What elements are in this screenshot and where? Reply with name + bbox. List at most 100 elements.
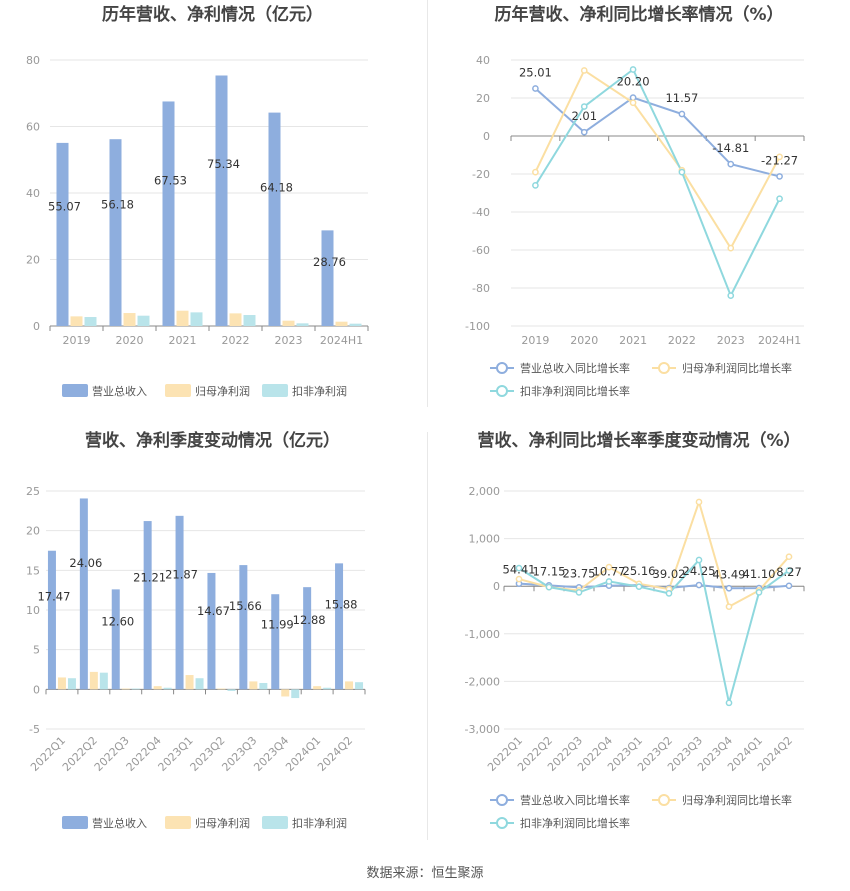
quarterly-growth-rate-chart: 营收、净利同比增长率季度变动情况（%） -3,000 -2,000 -1,000 0 1,… [428,425,850,845]
legend-swatch-marker [496,385,508,397]
line-data-label: 43.49 [713,567,746,581]
bar-series-1 [185,675,194,690]
line-point-0 [580,128,588,136]
bar-series-0 [143,521,152,690]
bar-series-2 [227,689,236,691]
line-point-1 [725,603,733,611]
bar-series-0 [321,230,334,326]
y-tick-label: 0 [33,683,40,696]
line-data-label: 41.10 [743,567,776,581]
bar-series-2 [131,688,140,690]
bar-series-2 [190,312,203,326]
bar-series-2 [355,682,364,690]
line-data-label: -21.27 [761,153,798,167]
bar-data-label: 21.87 [165,567,198,581]
data-source-note: 数据来源：恒生聚源 [366,866,484,881]
quarterly-revenue-profit-chart: 营收、净利季度变动情况（亿元） -5 0 5 10 15 20 25 2022Q1 2022Q2 2… [0,425,425,845]
bar-data-label: 12.60 [101,614,134,628]
annual-revenue-profit-chart: 历年营收、净利情况（亿元） 0 20 40 60 80 2019 2020 2021 2022 20… [0,0,425,410]
bar-series-1 [229,313,242,326]
legend-swatch [262,384,288,397]
chart-svg: 营收、净利季度变动情况（亿元）-505101520252022Q12022Q22… [26,430,366,830]
bar-series-2 [296,323,309,326]
x-tick-label: 2024Q2 [315,734,355,774]
bar-series-0 [335,563,344,690]
y-tick-label: 5 [33,644,40,657]
legend-item: 归母净利润同比增长率 [652,793,792,807]
legend-swatch-marker [658,362,670,374]
vertical-divider [427,432,428,840]
x-tick-label: 2023 [717,334,745,347]
line-point-2 [665,589,673,597]
y-tick-label: 25 [26,485,40,498]
line-data-label: 2.01 [571,109,597,123]
bar-series-1 [217,688,226,690]
bar-data-label: 56.18 [101,197,134,211]
line-point-2 [695,556,703,564]
chart-title: 营收、净利季度变动情况（亿元） [85,430,340,451]
bar-series-0 [175,515,184,690]
y-tick-label: 0 [493,580,500,593]
line-point-2 [532,182,539,189]
legend-label: 归母净利润同比增长率 [682,793,792,807]
y-tick-label: 20 [476,92,490,105]
x-tick-label: 2024H1 [320,334,363,347]
line-point-2 [727,292,735,299]
bar-series-1 [123,313,136,326]
chart-title: 历年营收、净利情况（亿元） [102,4,323,25]
legend-label: 归母净利润 [195,816,250,830]
bar-series-1 [281,689,290,697]
bar-series-2 [163,687,172,690]
chart-title: 营收、净利同比增长率季度变动情况（%） [477,430,800,451]
line-point-1 [785,553,793,561]
line-data-label: 17.15 [533,564,566,578]
line-point-0 [678,110,686,118]
x-tick-label: 2019 [63,334,91,347]
x-tick-label: 2021 [169,334,197,347]
line-point-1 [776,153,783,161]
y-tick-label: 60 [26,121,40,134]
line-data-label: -14.81 [712,141,749,155]
legend-item: 归母净利润 [165,384,250,398]
y-tick-label: -60 [472,244,490,257]
legend-label: 归母净利润 [195,384,250,398]
line-data-label: 24.25 [683,564,716,578]
legend-swatch [62,384,88,397]
legend-item: 扣非净利润同比增长率 [490,384,630,398]
annual-growth-rate-chart: 历年营收、净利同比增长率情况（%） -100 -80 -60 -40 -20 0 20 40 20… [428,0,850,410]
bar-series-1 [57,677,66,690]
bar-series-0 [56,142,69,326]
bar-series-0 [271,594,280,690]
y-tick-label: -1,000 [465,628,500,641]
line-point-2 [605,578,613,585]
bar-series-0 [207,572,216,690]
x-tick-label: 2022 [222,334,250,347]
bar-data-label: 28.76 [313,255,346,269]
line-point-1 [695,498,703,506]
legend-item: 扣非净利润 [262,816,347,830]
bar-data-label: 15.88 [325,598,358,612]
line-point-1 [727,244,735,252]
bar-series-2 [291,689,300,699]
chart-svg: 营收、净利同比增长率季度变动情况（%） -3,000 -2,000 -1,000 0 1,… [465,430,805,830]
line-point-0 [532,85,539,92]
legend-item: 营业总收入同比增长率 [490,793,630,807]
legend-swatch-marker [496,362,508,374]
bar-series-2 [137,315,150,326]
line-point-1 [580,67,588,74]
bar-series-2 [349,323,362,326]
y-tick-label: 80 [26,54,40,67]
bar-series-1 [89,671,98,690]
bar-data-label: 14.67 [197,604,230,618]
line-point-1 [515,575,523,583]
x-tick-label: 2021 [619,334,647,347]
y-tick-label: 20 [26,254,40,267]
bar-series-1 [282,320,295,326]
line-point-2 [635,583,643,591]
x-tick-label: 2024H1 [758,334,801,347]
bar-data-label: 12.88 [293,613,326,627]
legend-swatch-marker [496,794,508,806]
legend-label: 营业总收入 [92,816,147,830]
y-tick-label: 40 [476,54,490,67]
y-tick-label: -3,000 [465,723,500,736]
